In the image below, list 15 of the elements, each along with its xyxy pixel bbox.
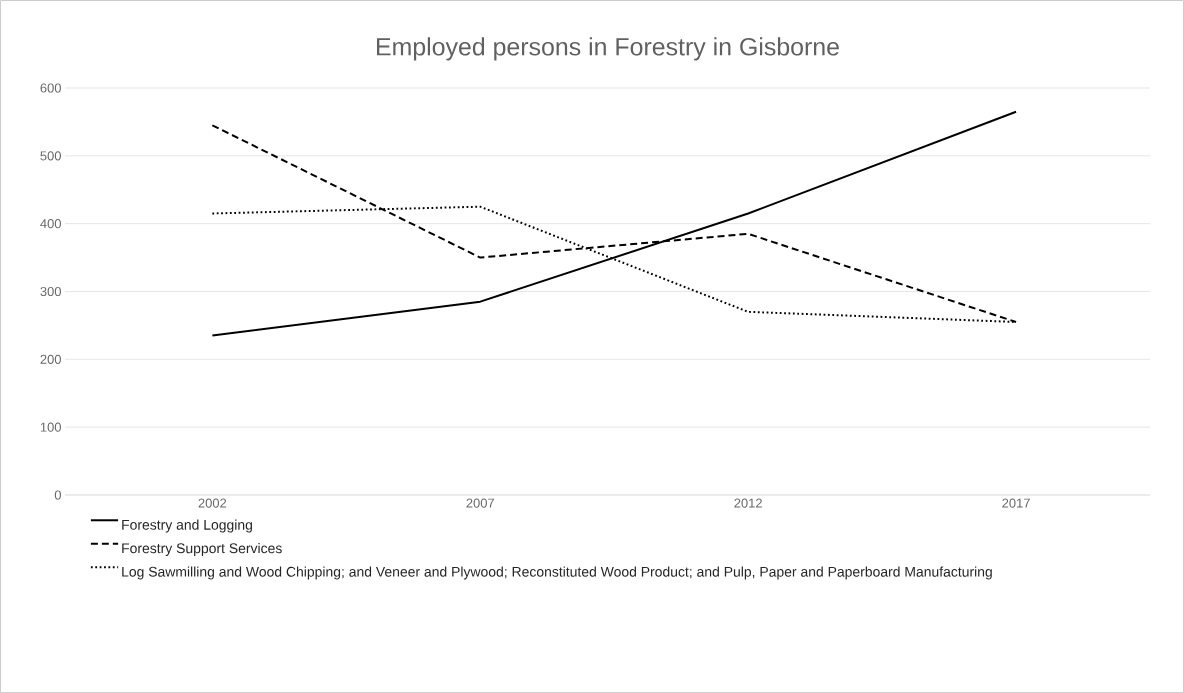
y-tick-label: 500: [40, 151, 61, 161]
y-tick-label: 200: [40, 354, 61, 364]
x-tick-label: 2007: [466, 498, 494, 508]
legend-label: Forestry Support Services: [122, 543, 282, 556]
x-tick-label: 2002: [198, 498, 227, 508]
y-tick-label: 0: [54, 490, 61, 500]
x-tick-label: 2012: [734, 498, 762, 508]
y-tick-label: 100: [40, 422, 61, 432]
legend-label: Log Sawmilling and Wood Chipping; and Veneer and Plywood; Reconstituted Wood Product; and Pulp, Paper and Paperboard Manufacturing: [122, 566, 992, 580]
x-tick-label: 2017: [1002, 498, 1030, 508]
chart-title: Employed persons in Forestry in Gisborne: [376, 37, 839, 61]
y-tick-label: 600: [40, 83, 61, 93]
y-tick-label: 400: [40, 219, 61, 229]
y-tick-label: 300: [40, 286, 61, 297]
legend-label: Forestry and Logging: [122, 519, 252, 533]
